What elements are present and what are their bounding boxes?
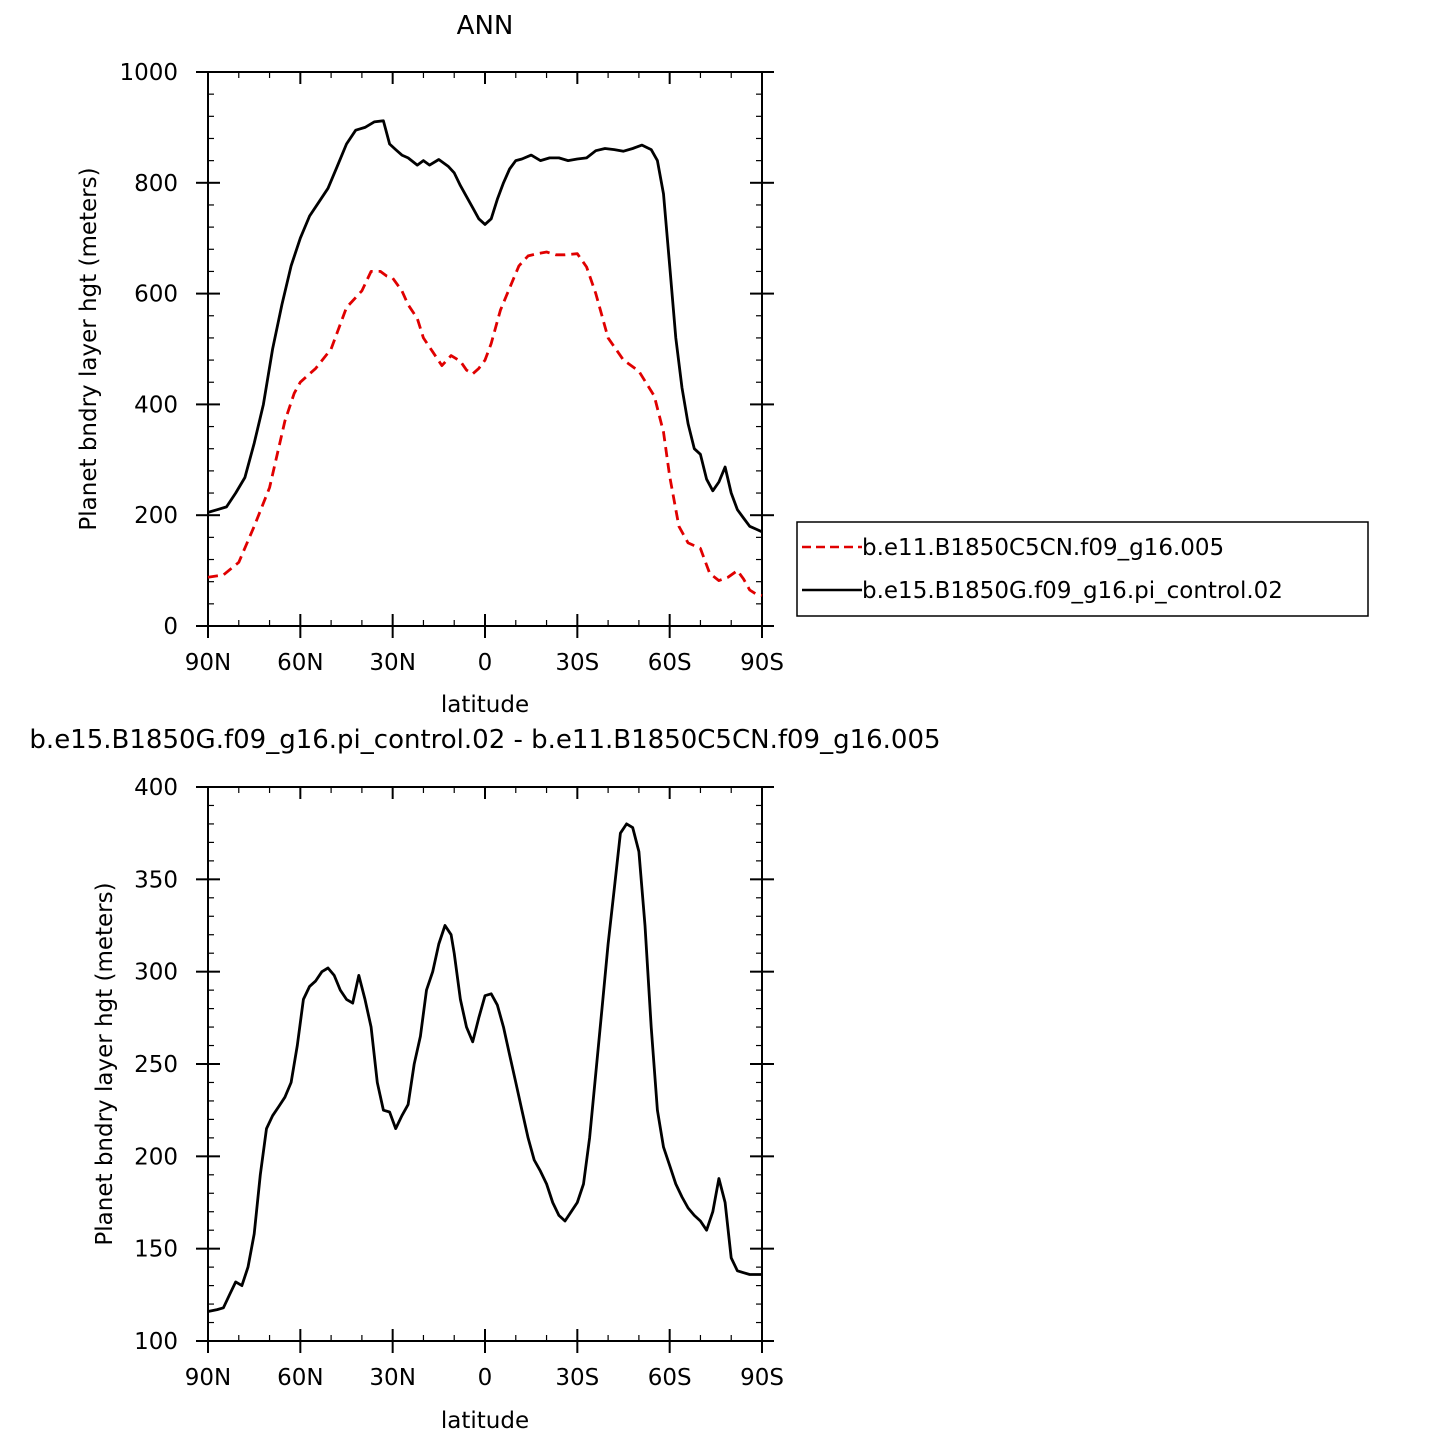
legend-entry-series-2: b.e15.B1850G.f09_g16.pi_control.02	[862, 578, 1283, 604]
top-xtick-label: 0	[478, 650, 493, 676]
top-ticks: 90N 60N 30N 0 30S 60S 90S 0 200 400 600 800 1000	[119, 60, 783, 676]
top-series-line-2	[207, 119, 763, 534]
bottom-series-line-1	[207, 822, 762, 1313]
legend: b.e11.B1850C5CN.f09_g16.005 b.e15.B1850G…	[796, 521, 1369, 617]
bottom-ytick-label: 250	[134, 1052, 178, 1078]
legend-box	[796, 521, 1369, 617]
top-xtick-label: 60N	[277, 650, 323, 676]
bottom-xtick-label: 0	[478, 1365, 493, 1391]
bottom-ytick-label: 200	[134, 1144, 178, 1170]
top-title: ANN	[457, 11, 514, 41]
top-series-line-1	[207, 250, 763, 597]
top-xtick-label: 30N	[369, 650, 415, 676]
bottom-xtick-label: 60N	[277, 1365, 323, 1391]
top-ytick-label: 800	[134, 171, 178, 197]
legend-entry-series-1: b.e11.B1850C5CN.f09_g16.005	[862, 535, 1224, 561]
top-ytick-label: 0	[163, 614, 178, 640]
bottom-xtick-label: 30N	[369, 1365, 415, 1391]
bottom-series-group	[207, 822, 762, 1313]
bottom-ylabel: Planet bndry layer hgt (meters)	[92, 882, 118, 1245]
top-xtick-label: 60S	[648, 650, 692, 676]
top-xtick-label: 90N	[185, 650, 231, 676]
top-ytick-label: 1000	[119, 60, 178, 86]
bottom-xtick-label: 30S	[555, 1365, 599, 1391]
bottom-ytick-label: 150	[134, 1237, 178, 1263]
bottom-xlabel: latitude	[441, 1408, 529, 1434]
top-xtick-label: 30S	[555, 650, 599, 676]
bottom-ytick-label: 100	[134, 1329, 178, 1355]
bottom-xtick-label: 90N	[185, 1365, 231, 1391]
bottom-ytick-label: 350	[134, 867, 178, 893]
bottom-panel: b.e15.B1850G.f09_g16.pi_control.02 - b.e…	[29, 725, 940, 1434]
top-xlabel: latitude	[441, 692, 529, 718]
top-ylabel: Planet bndry layer hgt (meters)	[76, 167, 102, 530]
bottom-plot-frame	[207, 786, 763, 1342]
bottom-ytick-label: 300	[134, 960, 178, 986]
top-ytick-label: 200	[134, 503, 178, 529]
top-ytick-label: 600	[134, 282, 178, 308]
top-xtick-label: 90S	[740, 650, 784, 676]
top-panel: ANN 90N 60N 30N 0 30S 60S 90S 0 200 400 600 800 1000…	[76, 11, 784, 718]
bottom-title: b.e15.B1850G.f09_g16.pi_control.02 - b.e…	[29, 725, 940, 755]
top-plot-frame	[207, 71, 763, 627]
bottom-ticks: 90N 60N 30N 0 30S 60S 90S 100 150 200 250 300 350 400	[134, 775, 784, 1391]
bottom-xtick-label: 60S	[648, 1365, 692, 1391]
top-ytick-label: 400	[134, 392, 178, 418]
bottom-xtick-label: 90S	[740, 1365, 784, 1391]
bottom-ytick-label: 400	[134, 775, 178, 801]
top-series-group	[207, 119, 763, 597]
